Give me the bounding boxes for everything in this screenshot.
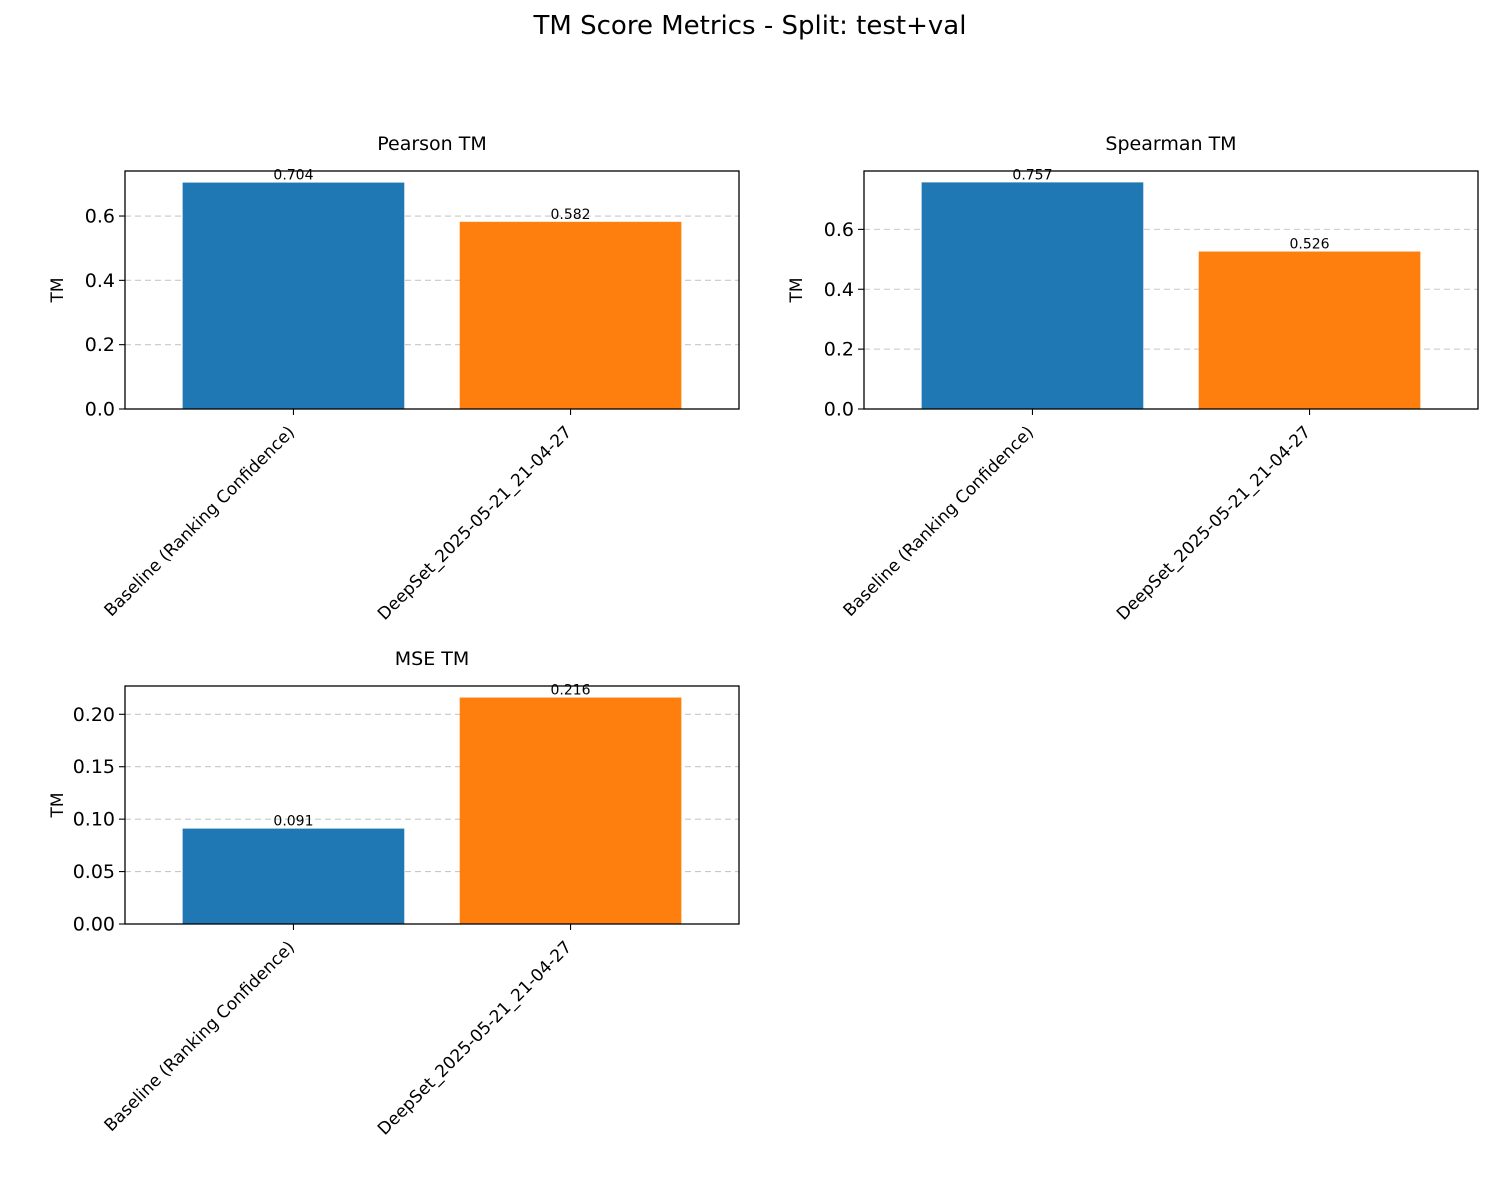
y-axis-label: TM <box>48 277 68 303</box>
panel-title: Pearson TM <box>377 133 487 155</box>
bar-baseline <box>182 182 405 409</box>
data-label: 0.216 <box>550 683 590 699</box>
bar-deepset <box>459 221 682 409</box>
panel-title: MSE TM <box>395 648 470 670</box>
y-tick-label: 0.2 <box>824 339 854 361</box>
x-tick-label: DeepSet_2025-05-21_21-04-27 <box>374 937 576 1139</box>
bar-deepset <box>459 697 682 924</box>
y-axis-label: TM <box>48 792 68 818</box>
panel-pearson: Pearson TM 0.704 0.582 0.0 0.2 0.4 0.6 TM Baseli… <box>48 133 740 624</box>
data-label: 0.757 <box>1012 167 1052 183</box>
axes-frame <box>124 685 740 925</box>
y-tick-label: 0.4 <box>85 270 115 292</box>
panel-spearman: Spearman TM 0.757 0.526 0.0 0.2 0.4 0.6 TM Basel… <box>787 133 1479 624</box>
y-tick-label: 0.0 <box>824 399 854 421</box>
bar-baseline <box>921 182 1144 409</box>
data-label: 0.704 <box>273 168 313 184</box>
bar-deepset <box>1198 251 1421 409</box>
figure-title: TM Score Metrics - Split: test+val <box>533 11 967 41</box>
bar-baseline <box>182 828 405 924</box>
x-tick-label: Baseline (Ranking Confidence) <box>840 422 1038 620</box>
x-tick-label: DeepSet_2025-05-21_21-04-27 <box>374 422 576 624</box>
y-tick-label: 0.4 <box>824 279 854 301</box>
y-tick-label: 0.2 <box>85 334 115 356</box>
axes-frame <box>124 170 740 410</box>
y-tick-label: 0.10 <box>73 809 115 831</box>
axes-frame <box>863 170 1479 410</box>
y-tick-label: 0.6 <box>85 206 115 228</box>
y-tick-label: 0.05 <box>73 861 115 883</box>
y-tick-label: 0.00 <box>73 914 115 936</box>
x-tick-label: DeepSet_2025-05-21_21-04-27 <box>1113 422 1315 624</box>
y-tick-label: 0.20 <box>73 704 115 726</box>
data-label: 0.526 <box>1289 237 1329 253</box>
x-tick-label: Baseline (Ranking Confidence) <box>101 422 299 620</box>
y-tick-label: 0.15 <box>73 756 115 778</box>
y-axis-label: TM <box>787 277 807 303</box>
panel-title: Spearman TM <box>1105 133 1236 155</box>
panel-mse: MSE TM 0.091 0.216 0.00 0.05 0.10 0.15 0.20 TM Ba… <box>48 648 740 1139</box>
x-tick-label: Baseline (Ranking Confidence) <box>101 937 299 1135</box>
y-tick-label: 0.6 <box>824 219 854 241</box>
data-label: 0.582 <box>550 207 590 223</box>
data-label: 0.091 <box>273 814 313 830</box>
y-tick-label: 0.0 <box>85 399 115 421</box>
